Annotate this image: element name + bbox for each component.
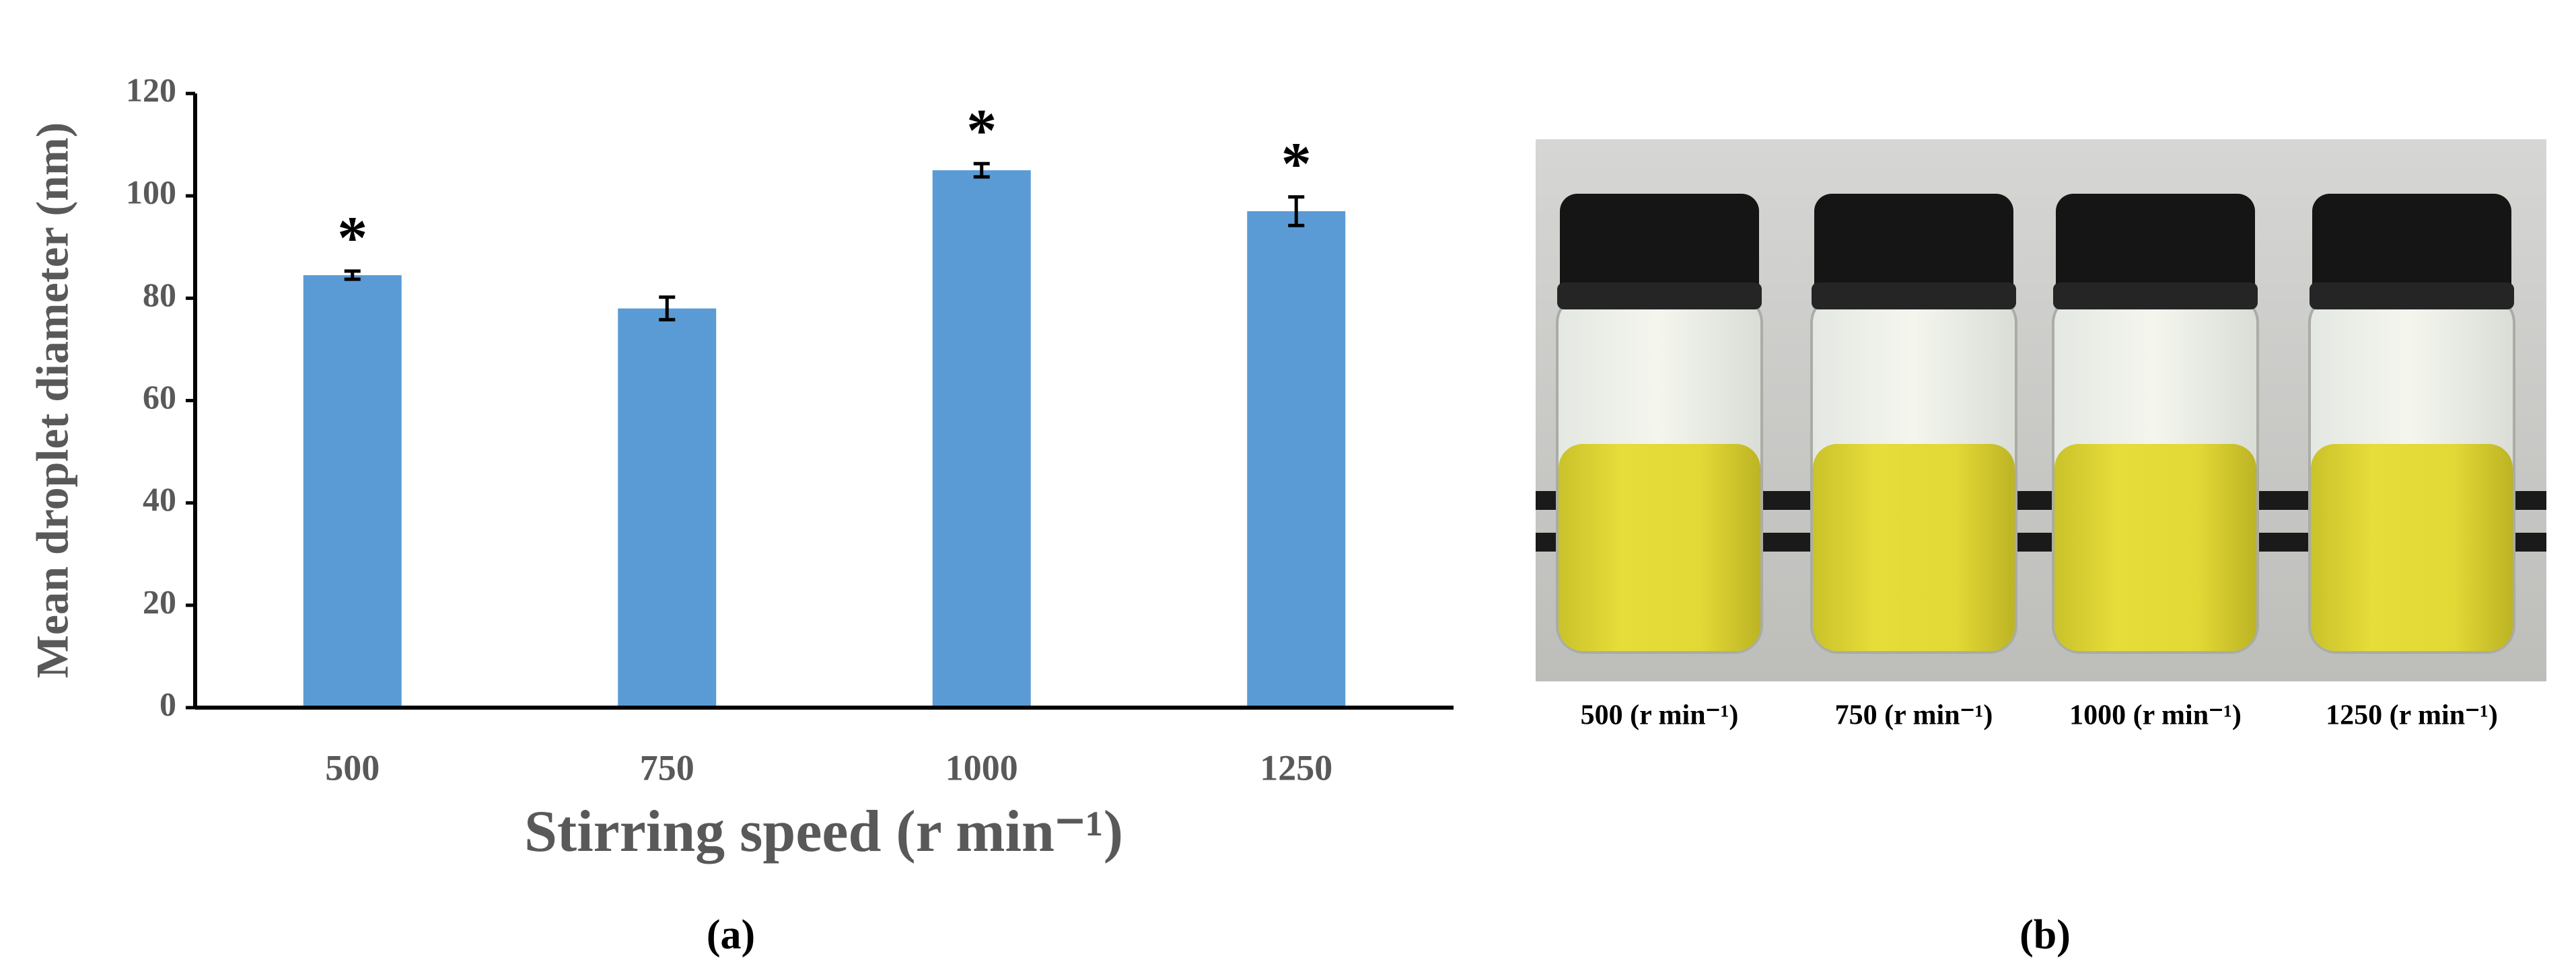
error-bar (1288, 195, 1305, 227)
vial-liquid (2054, 444, 2256, 651)
error-bar (973, 161, 990, 179)
x-tick-label: 500 (325, 747, 380, 788)
vial-label: 1000 (r min⁻¹) (2069, 700, 2242, 731)
vial-label: 1250 (r min⁻¹) (2326, 700, 2498, 731)
x-tick-label: 750 (640, 747, 694, 788)
x-tick-label: 1000 (945, 747, 1018, 788)
vial-label: 750 (r min⁻¹) (1835, 700, 1993, 731)
x-tick-label: 1250 (1260, 747, 1332, 788)
vial-cap-rim (2053, 283, 2258, 309)
bar (1247, 211, 1346, 708)
significance-marker: * (966, 98, 997, 164)
vial-label: 500 (r min⁻¹) (1581, 700, 1739, 731)
x-axis-label: Stirring speed (r min⁻¹) (524, 799, 1123, 864)
y-tick-label: 0 (159, 685, 176, 722)
y-tick-label: 40 (143, 480, 176, 518)
panel-label: (b) (2019, 912, 2071, 958)
y-tick-label: 20 (143, 583, 176, 620)
bar (932, 170, 1031, 708)
vial-liquid (1813, 444, 2015, 651)
vial-liquid (2311, 444, 2513, 651)
y-axis-label: Mean droplet diameter (nm) (27, 122, 78, 679)
vial-cap (1560, 194, 1759, 305)
vial-liquid (1559, 444, 1760, 651)
vial-cap-rim (1557, 283, 1762, 309)
vial-cap (1814, 194, 2013, 305)
vial-cap-rim (1812, 283, 2016, 309)
y-tick-label: 120 (126, 71, 176, 108)
vial-cap (2312, 194, 2511, 305)
y-tick-label: 60 (143, 378, 176, 416)
panel-label: (a) (707, 912, 755, 958)
vial-cap-rim (2310, 283, 2514, 309)
bar (618, 308, 717, 708)
vial-cap (2056, 194, 2255, 305)
y-tick-label: 100 (126, 174, 176, 211)
bar (303, 275, 402, 708)
error-bar (344, 269, 361, 281)
significance-marker: * (337, 205, 367, 272)
error-bar (659, 295, 676, 322)
significance-marker: * (1281, 130, 1312, 197)
y-tick-label: 80 (143, 276, 176, 313)
